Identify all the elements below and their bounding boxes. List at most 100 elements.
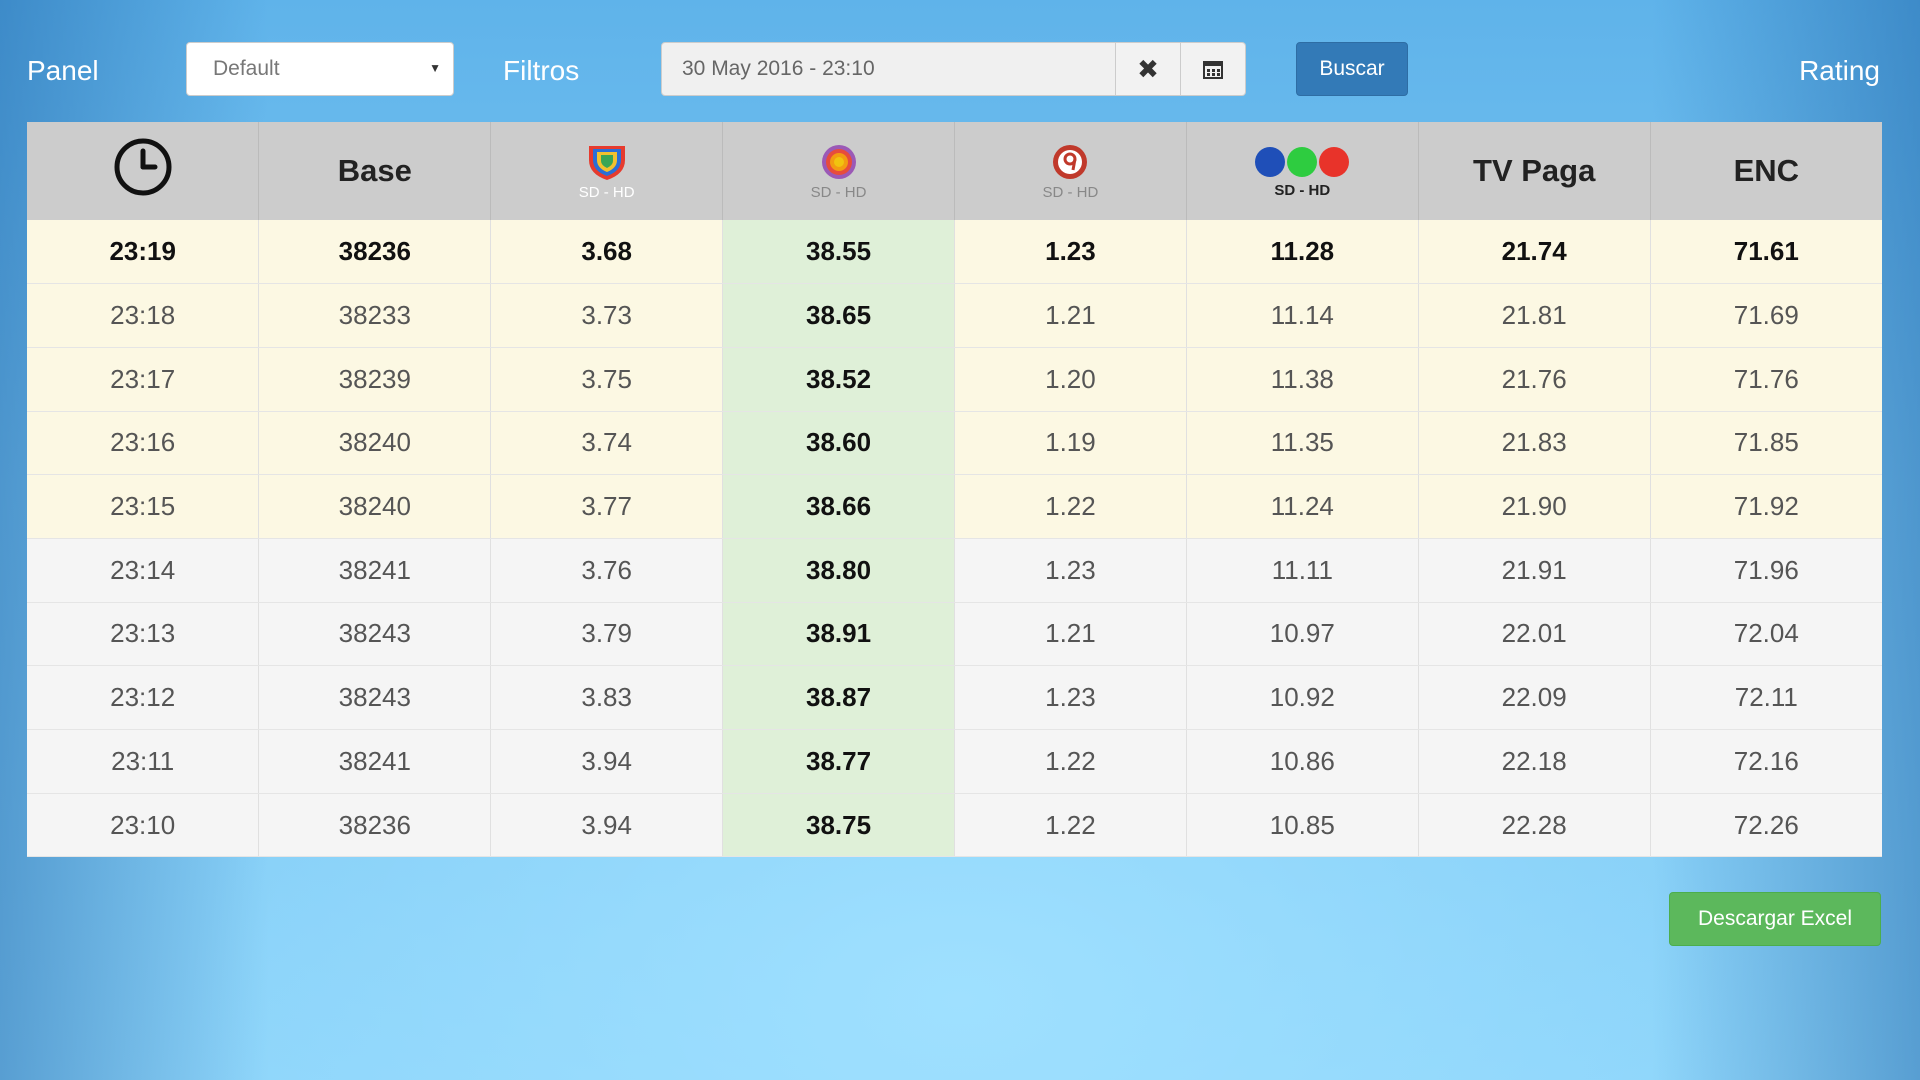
table-cell: 23:17 [27,347,260,412]
table-cell: 38241 [258,538,492,603]
table-cell: 38240 [258,474,492,539]
table-cell: 38.91 [722,602,955,667]
table-cell: 1.21 [954,602,1187,667]
channel-2-sub: SD - HD [810,183,867,201]
table-cell: 3.77 [490,474,724,539]
table-cell: 38236 [258,793,492,858]
buscar-button[interactable]: Buscar [1296,42,1408,96]
table-cell: 10.85 [1186,793,1419,858]
table-cell: 1.22 [954,793,1187,858]
table-cell: 3.79 [490,602,724,667]
col-base: Base [258,122,492,220]
table-cell: 3.76 [490,538,724,603]
table-cell: 38233 [258,283,492,348]
table-row: 23:15 38240 3.77 38.66 1.22 11.24 21.90 71.92 [27,474,1882,539]
clock-icon [114,138,172,196]
nine-channel-logo [1053,144,1088,179]
table-cell: 72.04 [1650,602,1882,667]
table-cell: 1.22 [954,474,1187,539]
col-time [27,122,260,220]
table-cell: 38.75 [722,793,955,858]
col-channel-3: SD - HD [954,122,1187,220]
top-bar: Panel Default ▼ Filtros ✖ Buscar Rating [0,0,1920,120]
table-cell: 71.76 [1650,347,1882,412]
table-cell: 10.86 [1186,729,1419,794]
table-cell: 11.38 [1186,347,1419,412]
channel-3-sub: SD - HD [1042,183,1099,201]
table-row: 23:12 38243 3.83 38.87 1.23 10.92 22.09 72.11 [27,665,1882,730]
table-cell: 1.20 [954,347,1187,412]
ratings-table-container: Base SD - HD [27,122,1882,858]
table-cell: 23:18 [27,283,260,348]
panel-label: Panel [27,55,99,86]
table-cell: 71.85 [1650,411,1882,476]
table-cell: 23:10 [27,793,260,858]
three-balls-channel-logo [1255,146,1350,177]
table-cell: 38243 [258,665,492,730]
filtros-label: Filtros [503,55,580,86]
table-cell: 1.19 [954,411,1187,476]
download-excel-button[interactable]: Descargar Excel [1669,892,1881,946]
table-body: 23:19 38236 3.68 38.55 1.23 11.28 21.74 71.61 23… [27,220,1882,858]
table-cell: 3.94 [490,793,724,858]
date-input[interactable] [661,42,1116,96]
table-cell: 22.01 [1418,602,1651,667]
table-cell: 21.91 [1418,538,1651,603]
table-row: 23:16 38240 3.74 38.60 1.19 11.35 21.83 71.85 [27,411,1882,476]
panel-select-value: Default [213,57,280,80]
table-cell: 11.28 [1186,220,1419,285]
table-cell: 1.23 [954,538,1187,603]
table-cell: 11.14 [1186,283,1419,348]
table-cell: 38.65 [722,283,955,348]
table-cell: 23:12 [27,665,260,730]
sun-channel-logo [821,144,856,179]
ratings-table: Base SD - HD [27,122,1882,858]
table-cell: 3.94 [490,729,724,794]
table-header-row: Base SD - HD [27,122,1882,220]
table-cell: 1.21 [954,283,1187,348]
table-cell: 23:11 [27,729,260,794]
table-cell: 38.52 [722,347,955,412]
close-icon: ✖ [1137,53,1159,84]
table-cell: 38.80 [722,538,955,603]
panel-select[interactable]: Default ▼ [186,42,454,96]
table-cell: 38243 [258,602,492,667]
table-cell: 3.74 [490,411,724,476]
channel-1-sub: SD - HD [578,183,635,201]
table-cell: 38241 [258,729,492,794]
table-cell: 71.69 [1650,283,1882,348]
table-cell: 21.90 [1418,474,1651,539]
table-cell: 21.76 [1418,347,1651,412]
table-cell: 1.23 [954,220,1187,285]
col-channel-4: SD - HD [1186,122,1419,220]
table-row: 23:19 38236 3.68 38.55 1.23 11.28 21.74 71.61 [27,220,1882,285]
date-range-group: ✖ [661,42,1246,96]
table-cell: 72.16 [1650,729,1882,794]
table-row: 23:11 38241 3.94 38.77 1.22 10.86 22.18 72.16 [27,729,1882,794]
table-cell: 23:19 [27,220,260,285]
col-channel-2: SD - HD [722,122,955,220]
table-cell: 22.09 [1418,665,1651,730]
table-cell: 23:14 [27,538,260,603]
table-cell: 3.83 [490,665,724,730]
table-cell: 71.61 [1650,220,1882,285]
table-cell: 38.87 [722,665,955,730]
clear-date-button[interactable]: ✖ [1116,42,1181,96]
table-row: 23:18 38233 3.73 38.65 1.21 11.14 21.81 71.69 [27,283,1882,348]
calendar-button[interactable] [1181,42,1246,96]
table-cell: 23:13 [27,602,260,667]
channel-4-sub: SD - HD [1274,181,1331,199]
table-cell: 3.73 [490,283,724,348]
table-cell: 3.68 [490,220,724,285]
col-channel-1: SD - HD [490,122,724,220]
rating-label: Rating [1799,55,1880,86]
shield-channel-logo [588,145,625,180]
table-row: 23:13 38243 3.79 38.91 1.21 10.97 22.01 72.04 [27,602,1882,667]
table-cell: 1.23 [954,665,1187,730]
table-cell: 21.81 [1418,283,1651,348]
table-cell: 38.55 [722,220,955,285]
col-tv-paga: TV Paga [1418,122,1651,220]
table-cell: 72.11 [1650,665,1882,730]
table-cell: 72.26 [1650,793,1882,858]
table-row: 23:17 38239 3.75 38.52 1.20 11.38 21.76 71.76 [27,347,1882,412]
